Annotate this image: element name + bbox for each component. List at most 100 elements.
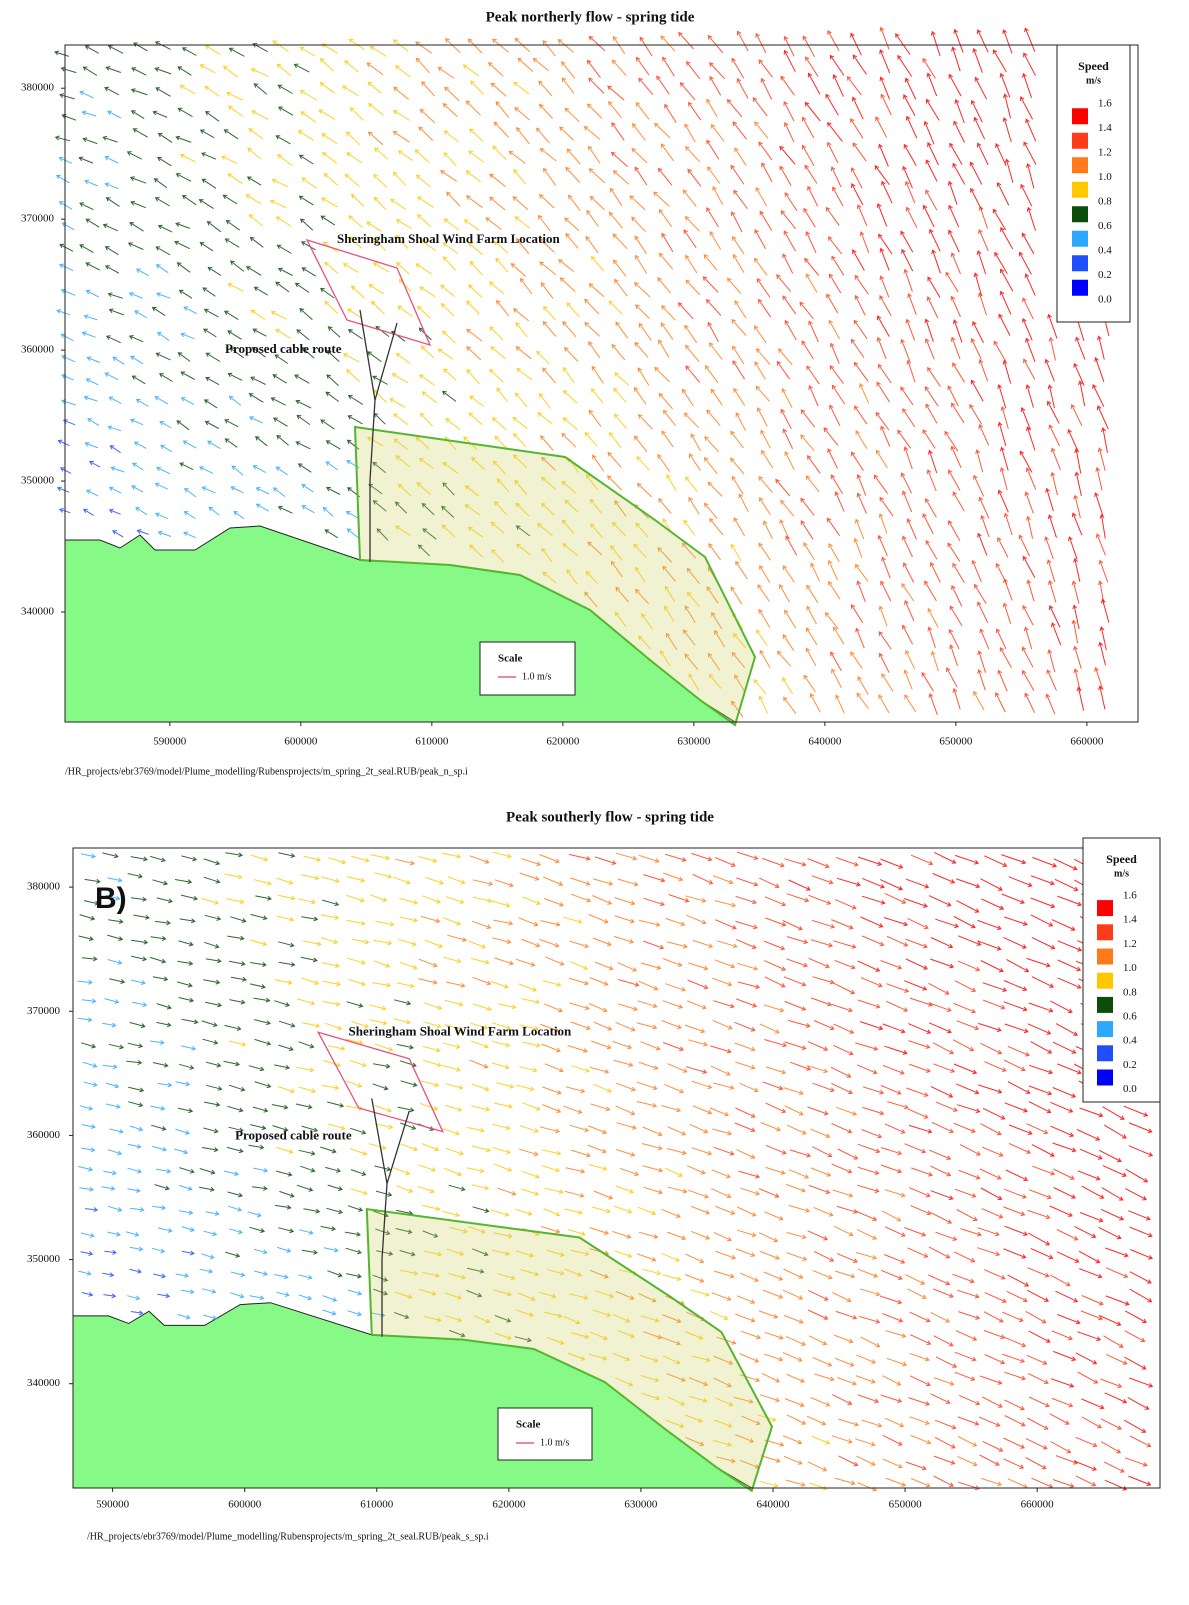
flow-arrow: [250, 1124, 267, 1131]
legend-unit: m/s: [1086, 75, 1101, 86]
flow-arrow: [876, 381, 891, 403]
flow-arrow: [112, 356, 125, 365]
flow-arrow: [686, 1165, 706, 1175]
flow-arrow: [443, 956, 462, 964]
legend-swatch: [1097, 1069, 1113, 1086]
flow-arrow: [349, 107, 364, 121]
flow-arrow: [764, 1353, 784, 1362]
flow-arrow: [850, 451, 864, 471]
flow-arrow: [369, 1019, 388, 1026]
flow-arrow: [81, 1124, 96, 1129]
flow-arrow: [469, 1059, 489, 1069]
flow-arrow: [440, 303, 455, 317]
flow-arrow: [319, 58, 335, 72]
flow-arrow: [1100, 1418, 1122, 1430]
flow-arrow: [346, 919, 366, 926]
flow-arrow: [149, 956, 167, 964]
flow-arrow: [152, 1145, 168, 1152]
flow-arrow: [703, 456, 718, 475]
flow-arrow: [298, 195, 314, 206]
flow-arrow: [643, 1331, 663, 1340]
flow-arrow: [612, 233, 628, 250]
flow-arrow: [884, 1226, 906, 1237]
flow-arrow: [764, 976, 786, 988]
flow-arrow: [301, 1249, 318, 1255]
flow-arrow: [737, 981, 761, 990]
flow-arrow: [969, 403, 983, 425]
flow-arrow: [952, 162, 966, 185]
flow-arrow: [85, 289, 99, 298]
flow-arrow: [668, 894, 690, 903]
flow-arrow: [884, 1417, 905, 1428]
flow-arrow: [803, 542, 815, 560]
flow-arrow: [1053, 1187, 1076, 1199]
flow-arrow: [156, 466, 171, 475]
flow-arrow: [205, 352, 221, 362]
flow-arrow: [248, 1065, 265, 1072]
flow-arrow: [423, 1002, 443, 1010]
flow-arrow: [807, 185, 819, 207]
flow-arrow: [730, 457, 745, 475]
flow-arrow: [783, 35, 795, 57]
flow-arrow: [709, 517, 724, 536]
flow-arrow: [104, 372, 119, 381]
flow-arrow: [712, 1128, 733, 1136]
flow-arrow: [152, 110, 168, 118]
flow-arrow: [299, 307, 313, 321]
flow-arrow: [615, 1082, 636, 1092]
flow-arrow: [489, 281, 505, 295]
flow-arrow: [691, 852, 713, 862]
flow-arrow: [112, 530, 124, 538]
flow-arrow: [1053, 1168, 1075, 1180]
flow-arrow: [490, 981, 509, 989]
flow-arrow: [638, 1292, 657, 1303]
flow-arrow: [608, 211, 624, 229]
flow-arrow: [1098, 1314, 1122, 1326]
flow-arrow: [1071, 580, 1080, 604]
flow-arrow: [661, 1020, 682, 1030]
flow-arrow: [562, 417, 578, 431]
flow-arrow: [954, 1188, 977, 1198]
flow-arrow: [472, 1248, 489, 1257]
flow-arrow: [827, 141, 839, 164]
flow-arrow: [442, 103, 458, 118]
flow-arrow: [731, 475, 744, 495]
flow-arrow: [564, 217, 580, 232]
flow-arrow: [922, 204, 935, 228]
flow-arrow: [855, 1251, 878, 1260]
flow-arrow: [880, 1164, 903, 1174]
flow-arrow: [857, 999, 881, 1009]
flow-arrow: [879, 49, 891, 74]
flow-arrow: [201, 898, 219, 905]
flow-arrow: [1104, 1392, 1128, 1404]
flow-arrow: [248, 393, 264, 403]
flow-arrow: [993, 340, 1007, 362]
flow-arrow: [1001, 854, 1027, 865]
flow-arrow: [79, 202, 94, 211]
flow-arrow: [636, 1022, 658, 1030]
flow-arrow: [563, 1316, 581, 1325]
flow-arrow: [543, 876, 564, 886]
flow-arrow: [643, 940, 665, 950]
flow-arrow: [442, 1042, 461, 1049]
flow-arrow: [661, 1105, 682, 1113]
flow-arrow: [684, 605, 696, 623]
flow-arrow: [904, 1143, 927, 1154]
flow-arrow: [1070, 403, 1083, 426]
flow-arrow: [415, 436, 430, 450]
flow-arrow: [831, 1003, 853, 1013]
flow-arrow: [394, 1312, 410, 1319]
flow-arrow: [712, 875, 734, 885]
flow-arrow: [514, 479, 528, 495]
flow-arrow: [1102, 1165, 1127, 1177]
flow-arrow: [786, 958, 809, 968]
flow-arrow: [637, 414, 653, 430]
flow-arrow: [782, 920, 803, 931]
flow-arrow: [129, 1246, 144, 1252]
flow-arrow: [905, 318, 916, 341]
flow-arrow: [934, 851, 957, 864]
flow-arrow: [250, 309, 266, 321]
flow-arrow: [297, 998, 316, 1006]
flow-arrow: [633, 435, 648, 453]
flow-arrow: [420, 239, 437, 252]
